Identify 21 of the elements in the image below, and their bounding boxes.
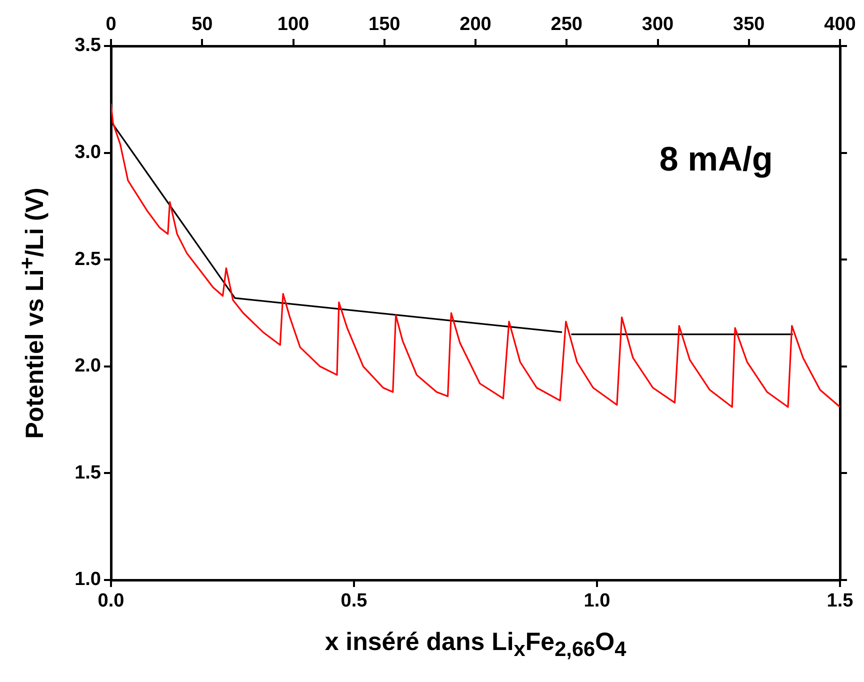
x2-tick-label: 300	[642, 14, 674, 35]
x-tick-label: 0.0	[98, 590, 124, 612]
y-tick-label: 2.5	[74, 248, 102, 270]
x2-tick-label: 200	[460, 14, 492, 35]
x2-tick-label: 150	[368, 14, 400, 35]
y-tick-label: 3.5	[74, 35, 102, 56]
x2-tick-label: 0	[106, 14, 116, 35]
x-tick-label: 0.5	[340, 590, 368, 612]
annotation: 8 mA/g	[659, 140, 773, 178]
y-tick-label: 2.0	[74, 356, 101, 377]
x2-tick-label: 350	[733, 14, 765, 35]
x2-tick-label: 50	[192, 14, 213, 35]
y-tick-label: 1.0	[74, 569, 101, 590]
x-tick-label: 1.5	[826, 590, 854, 612]
x-axis-title: x inséré dans Li$_{x}$Fe$_{2,66}$O$_{4}$	[324, 628, 628, 662]
y-tick-label: 1.5	[74, 462, 102, 484]
x2-tick-label: 100	[277, 14, 310, 35]
x2-tick-label: 250	[550, 14, 582, 35]
x2-tick-label: 400	[824, 14, 856, 35]
x-tick-label: 1.0	[584, 590, 610, 612]
y-tick-label: 3.0	[74, 142, 101, 164]
